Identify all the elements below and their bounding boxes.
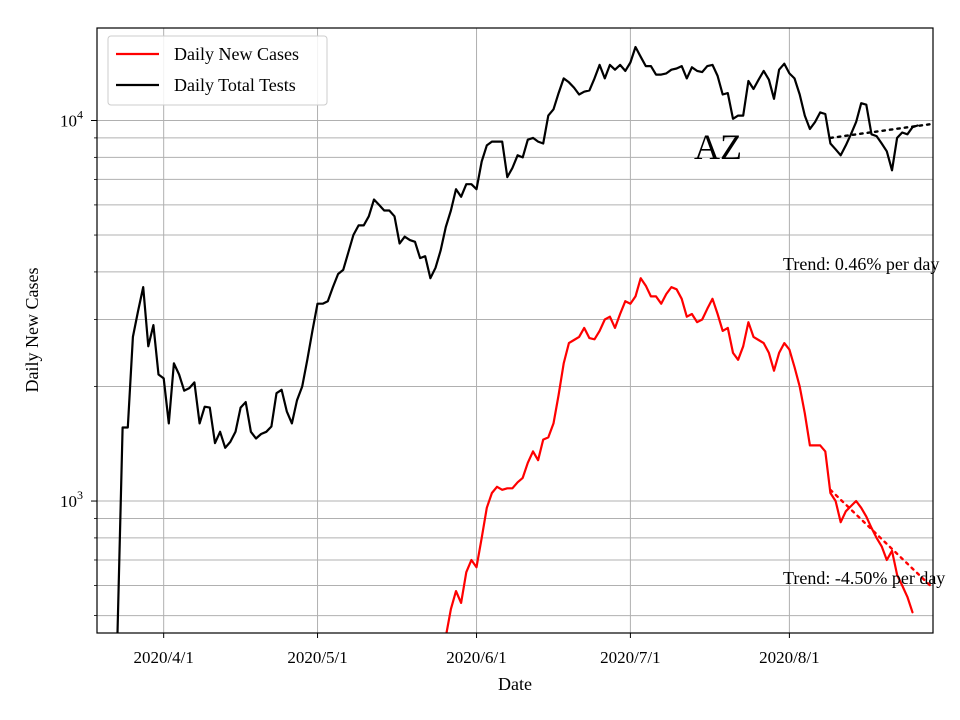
legend: Daily New Cases Daily Total Tests: [107, 35, 328, 106]
x-tick-label-0: 2020/4/1: [133, 648, 193, 667]
series-line-tests: [116, 45, 919, 633]
x-tick-label-4: 2020/8/1: [759, 648, 819, 667]
state-label: AZ: [694, 127, 742, 167]
plot-frame: [96, 27, 934, 634]
x-tick-label-1: 2020/5/1: [287, 648, 347, 667]
legend-label-tests: Daily Total Tests: [174, 75, 296, 95]
trend-lines: [829, 122, 933, 590]
trend-line-cases: [829, 488, 933, 590]
plot-series: [116, 45, 919, 633]
series-line-cases: [445, 277, 914, 633]
grid: [97, 28, 933, 633]
y-tick-label-1: 104: [60, 107, 83, 130]
y-tick-label-0: 103: [60, 488, 83, 511]
x-tick-label-3: 2020/7/1: [600, 648, 660, 667]
x-axis-label: Date: [498, 674, 532, 694]
axis-ticks: 2020/4/1 2020/5/1 2020/6/1 2020/7/1 2020/8/1…: [60, 107, 820, 667]
x-tick-label-2: 2020/6/1: [446, 648, 506, 667]
y-axis-label: Daily New Cases: [22, 268, 42, 393]
trend-line-tests: [829, 122, 933, 140]
tests-trend-annotation: Trend: 0.46% per day: [783, 254, 939, 274]
legend-box: [107, 35, 328, 106]
legend-label-cases: Daily New Cases: [174, 44, 299, 64]
cases-trend-annotation: Trend: -4.50% per day: [783, 568, 945, 588]
